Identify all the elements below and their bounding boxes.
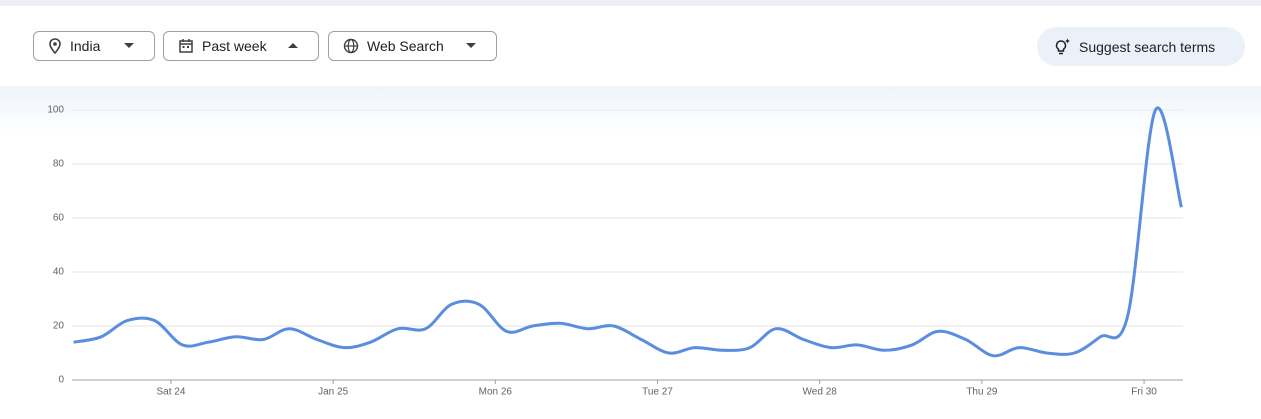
suggest-button[interactable]: Suggest search terms (1037, 27, 1245, 66)
x-tick-label: Thu 29 (966, 387, 998, 398)
y-tick-label: 100 (47, 105, 64, 116)
x-tick-label: Fri 30 (1131, 387, 1157, 398)
location-filter[interactable]: India (33, 31, 155, 61)
property-label: Web Search (367, 38, 444, 54)
y-tick-label: 80 (53, 159, 65, 170)
pin-icon (49, 38, 61, 54)
period-label: Past week (202, 38, 267, 54)
chart: 0 20 40 60 80 100 Sat 24 Jan 25 Mon 26 Tue 27 Wed … (0, 86, 1261, 419)
chart-background (0, 86, 1261, 419)
dropdown-arrow (288, 43, 298, 48)
x-tick-label: Sat 24 (156, 387, 185, 398)
x-tick-label: Tue 27 (642, 387, 673, 398)
bulb-icon (1055, 38, 1070, 54)
y-tick-label: 40 (53, 267, 65, 278)
y-tick-label: 20 (53, 321, 65, 332)
y-tick-label: 0 (58, 375, 64, 386)
dropdown-arrow (124, 43, 134, 48)
x-tick-label: Mon 26 (479, 387, 513, 398)
period-filter[interactable]: Past week (163, 31, 319, 61)
top-strip (0, 0, 1261, 6)
property-filter[interactable]: Web Search (328, 31, 497, 61)
y-tick-label: 60 (53, 213, 65, 224)
suggest-label: Suggest search terms (1079, 38, 1216, 55)
x-tick-label: Wed 28 (803, 387, 838, 398)
trend-line (73, 106, 1183, 358)
x-tick-label: Jan 25 (318, 387, 348, 398)
location-label: India (70, 38, 101, 54)
calendar-icon (179, 39, 193, 53)
dropdown-arrow (466, 43, 476, 48)
globe-icon (343, 38, 359, 54)
